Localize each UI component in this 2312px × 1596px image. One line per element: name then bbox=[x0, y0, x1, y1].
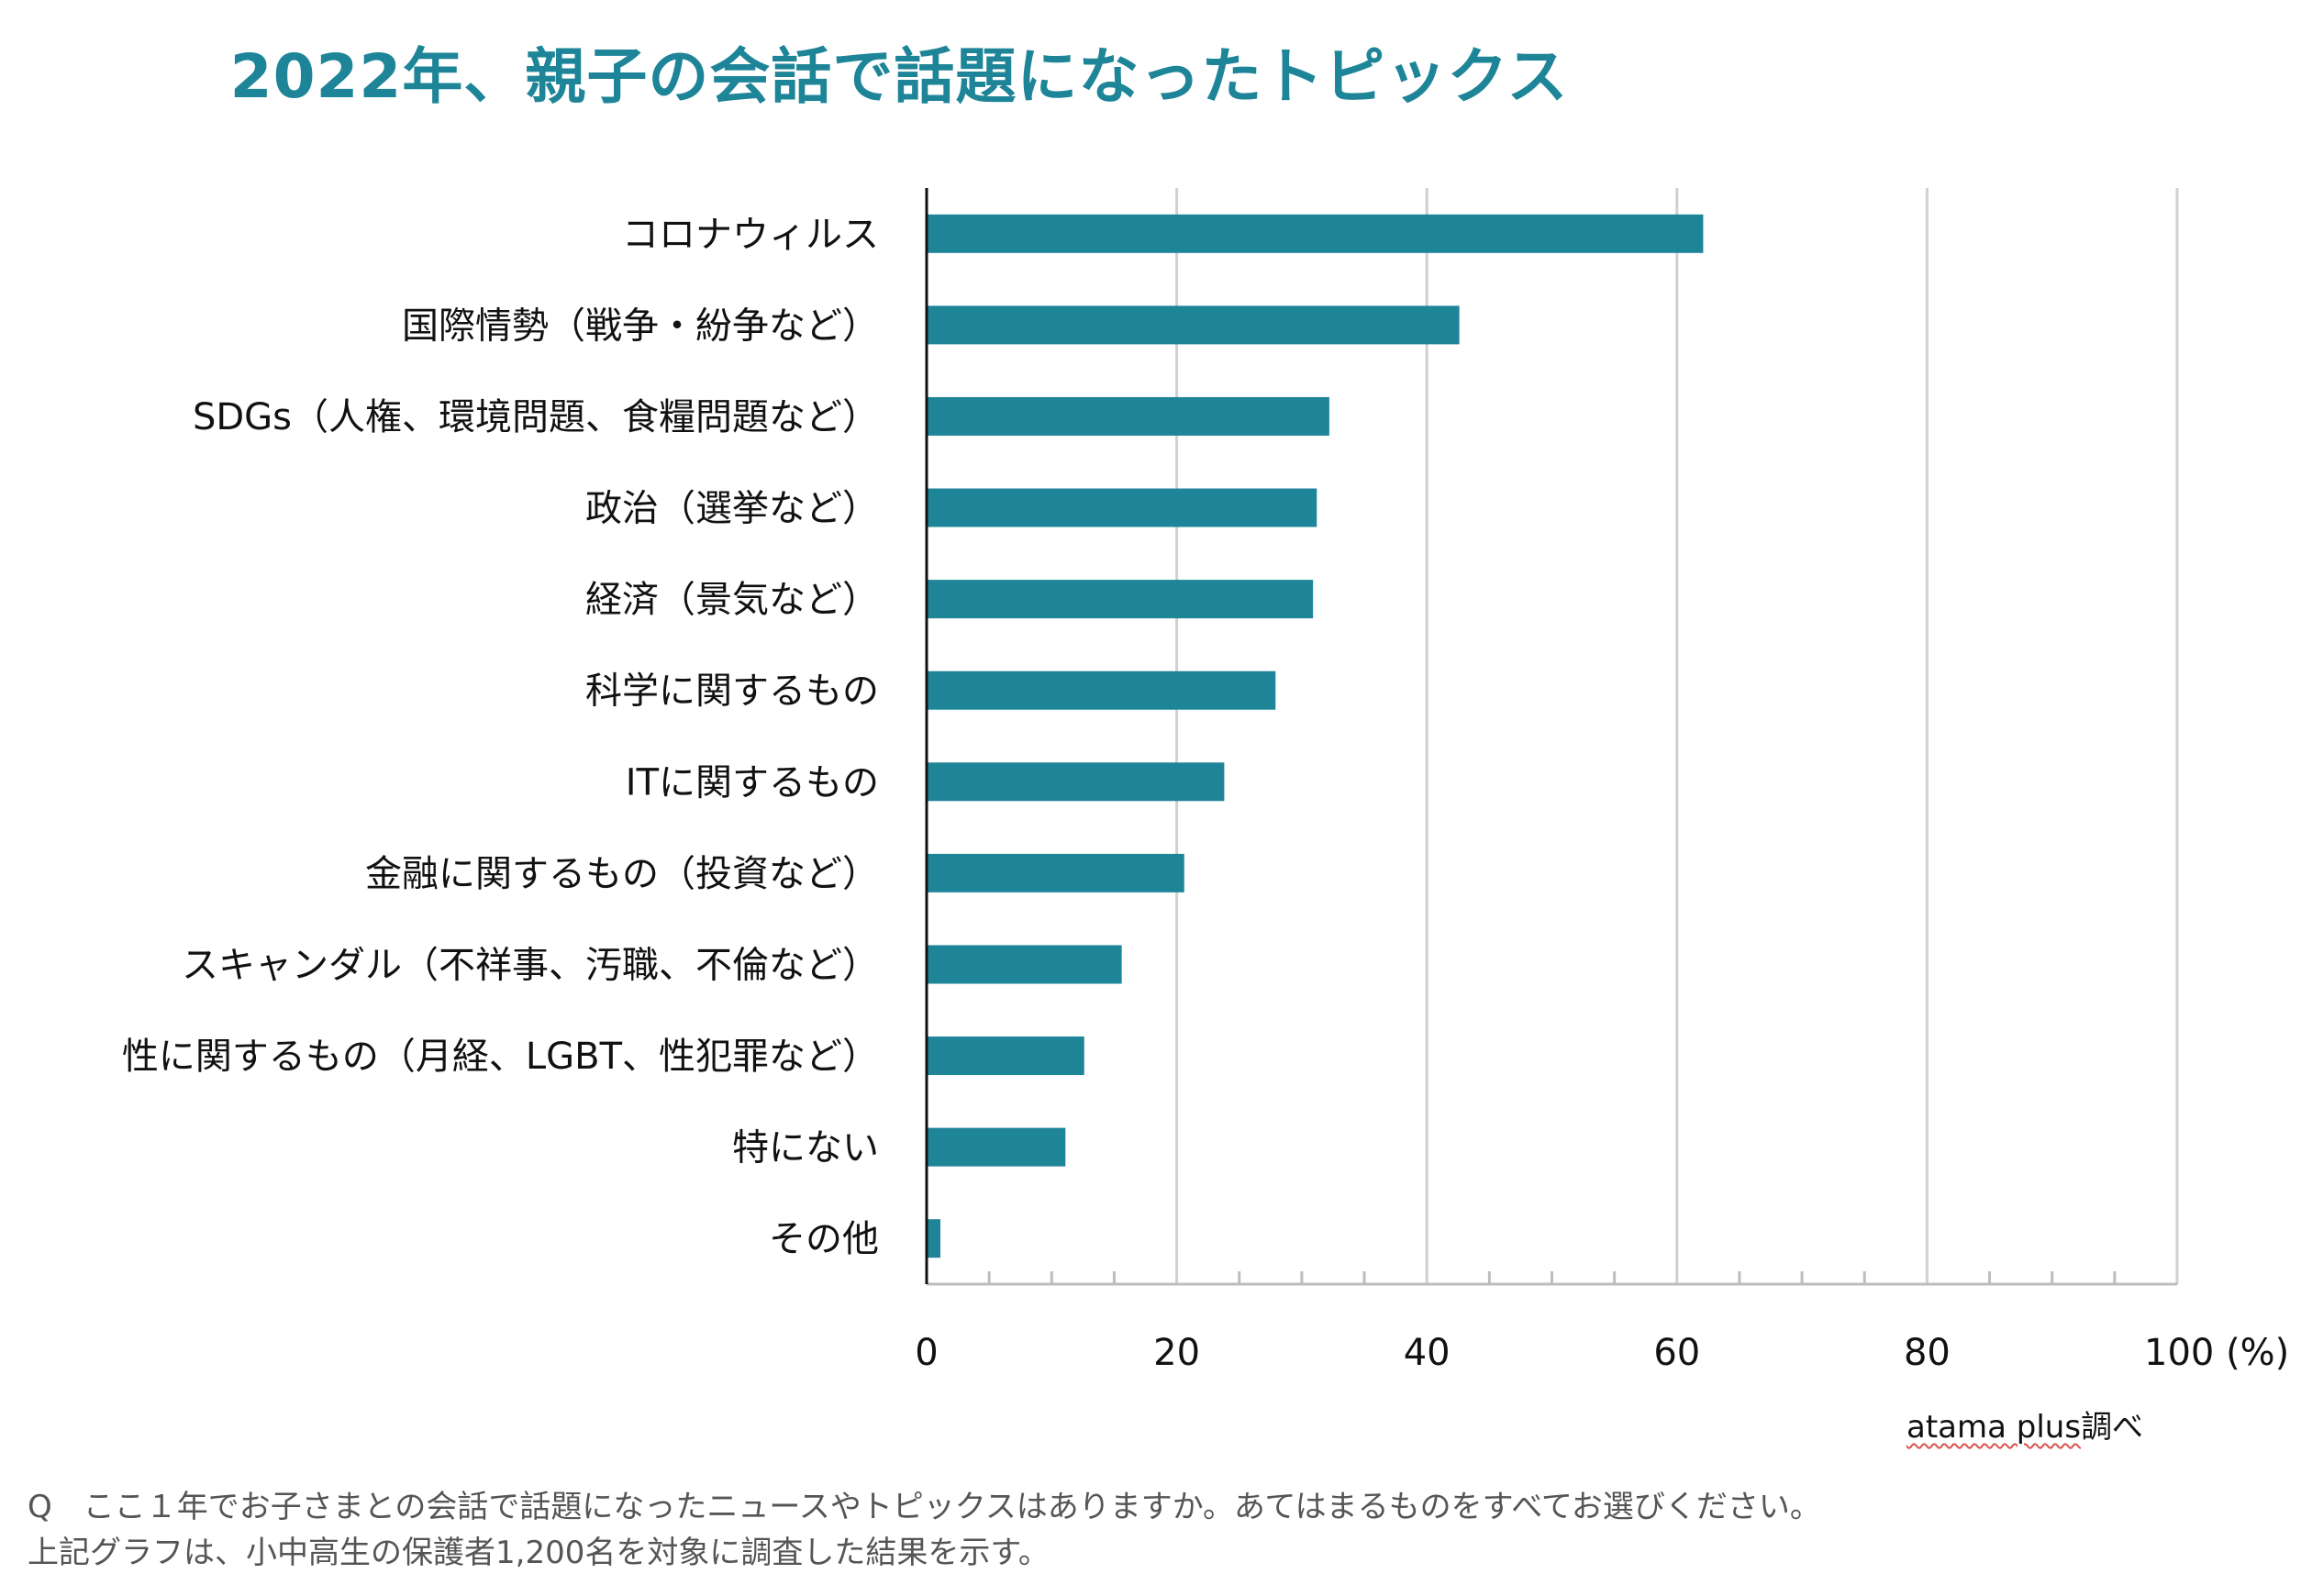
category-label-0: コロナウィルス bbox=[622, 214, 879, 256]
bar-10 bbox=[927, 1127, 1066, 1167]
bar-6 bbox=[927, 762, 1225, 802]
axis-layer: 0 20 40 60 80 100 (%) bbox=[915, 188, 2289, 1374]
footnote-question: Q ここ１年でお子さまとの会話で話題になったニュースやトピックスはありますか。あ… bbox=[28, 1489, 1821, 1525]
bar-1 bbox=[927, 305, 1460, 345]
source-suffix: 調べ bbox=[2081, 1409, 2144, 1446]
tick-label-40: 40 bbox=[1404, 1332, 1451, 1374]
bar-2 bbox=[927, 396, 1329, 436]
chart-title: 2022年、親子の会話で話題になったトピックス bbox=[229, 41, 1569, 112]
tick-label-0: 0 bbox=[915, 1332, 938, 1374]
category-label-10: 特にない bbox=[732, 1127, 879, 1169]
source-note: atama plus調べ bbox=[1906, 1402, 2143, 1446]
tick-label-100: 100 (%) bbox=[2144, 1332, 2289, 1374]
category-label-1: 国際情勢（戦争・紛争など） bbox=[402, 305, 879, 347]
category-label-5: 科学に関するもの bbox=[585, 671, 879, 713]
footnote: Q ここ１年でお子さまとの会話で話題になったニュースやトピックスはありますか。あ… bbox=[28, 1484, 2294, 1576]
tick-label-60: 60 bbox=[1653, 1332, 1700, 1374]
category-label-7: 金融に関するもの（投資など） bbox=[365, 853, 879, 895]
category-label-6: ITに関するもの bbox=[626, 761, 879, 804]
footnote-note: 上記グラフは、小中高生の保護者1,200名を対象に調査した結果を示す。 bbox=[28, 1535, 1050, 1571]
category-label-9: 性に関するもの（月経、LGBT、性犯罪など） bbox=[122, 1036, 879, 1078]
category-label-11: その他 bbox=[769, 1218, 879, 1260]
category-label-8: スキャンダル（不祥事、汚職、不倫など） bbox=[182, 944, 879, 986]
category-label-4: 経済（景気など） bbox=[585, 579, 879, 621]
source-brand: atama plus bbox=[1906, 1409, 2082, 1446]
bar-8 bbox=[927, 945, 1122, 984]
tick-label-20: 20 bbox=[1153, 1332, 1200, 1374]
tick-label-80: 80 bbox=[1904, 1332, 1951, 1374]
bar-5 bbox=[927, 671, 1276, 710]
bar-3 bbox=[927, 488, 1317, 527]
bar-4 bbox=[927, 580, 1314, 619]
bar-0 bbox=[927, 214, 1704, 253]
grid-layer bbox=[1175, 188, 2179, 1284]
bar-11 bbox=[927, 1219, 940, 1258]
category-label-2: SDGs（人権、環境問題、食糧問題など） bbox=[193, 396, 879, 438]
bar-layer bbox=[927, 214, 1704, 1258]
category-label-3: 政治（選挙など） bbox=[585, 488, 879, 530]
bar-9 bbox=[927, 1036, 1084, 1076]
bar-7 bbox=[927, 853, 1184, 892]
